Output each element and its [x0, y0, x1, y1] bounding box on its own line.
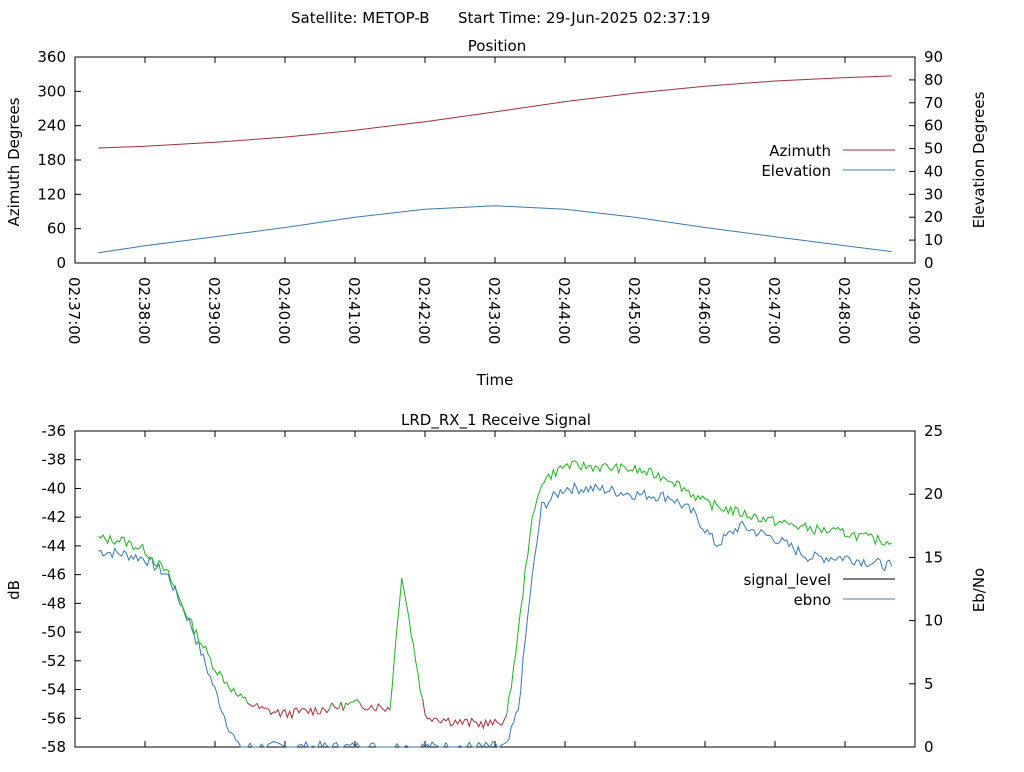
bottom-chart-series-signal-level-line-10	[347, 698, 361, 706]
bottom-chart-series-signal-level-line-3	[256, 703, 330, 720]
bottom-chart-ytick-label: -48	[42, 594, 67, 612]
bottom-chart-series-signal-level-line-11	[359, 702, 391, 712]
top-chart-xtick-label: 02:48:00	[835, 277, 853, 344]
top-chart-xtick-label: 02:42:00	[415, 277, 433, 344]
bottom-chart-series-signal-level-line-2	[254, 702, 258, 706]
top-chart-y2label: Elevation Degrees	[970, 91, 988, 228]
top-chart-y2tick-label: 30	[924, 185, 943, 203]
top-chart-xtick-label: 02:47:00	[765, 277, 783, 344]
top-chart-ytick-label: 120	[37, 185, 66, 203]
top-chart-y2tick-label: 70	[924, 94, 943, 112]
bottom-chart-series-signal-level-line-4	[328, 702, 333, 710]
top-chart-title: Position	[468, 37, 526, 55]
bottom-chart-series-signal-level-line-14	[506, 460, 892, 716]
top-chart-ylabel: Azimuth Degrees	[5, 97, 23, 226]
top-chart-ytick-label: 60	[47, 220, 66, 238]
bottom-chart-series-signal-level-line-1	[247, 702, 255, 707]
top-chart-legend-elevation-label: Elevation	[761, 162, 831, 180]
bottom-chart-frame	[74, 430, 916, 748]
top-chart-xtick-label: 02:40:00	[275, 277, 293, 344]
top-chart-ytick-label: 300	[37, 82, 66, 100]
header-start-time: Start Time: 29-Jun-2025 02:37:19	[458, 9, 710, 27]
top-chart-xtick-label: 02:38:00	[135, 277, 153, 344]
bottom-chart-title: LRD_RX_1 Receive Signal	[401, 411, 591, 430]
bottom-chart-ytick-label: -56	[42, 709, 67, 727]
top-chart-xtick-label: 02:45:00	[625, 277, 643, 344]
top-chart-xlabel: Time	[476, 371, 514, 389]
bottom-chart-ytick-label: -46	[42, 566, 67, 584]
top-chart-y2tick-label: 80	[924, 71, 943, 89]
bottom-chart-y2tick-label: 15	[924, 548, 943, 566]
top-chart-legend-azimuth-label: Azimuth	[769, 142, 831, 160]
top-chart-y2tick-label: 20	[924, 208, 943, 226]
top-chart-y2tick-label: 0	[924, 254, 934, 272]
top-chart-y2tick-label: 90	[924, 48, 943, 66]
bottom-chart-series-signal-level-line-0	[98, 534, 249, 704]
bottom-chart-y2tick-label: 10	[924, 612, 943, 630]
header-satellite: Satellite: METOP-B	[291, 9, 430, 27]
bottom-chart-ytick-label: -50	[42, 623, 67, 641]
top-chart-y2tick-label: 40	[924, 162, 943, 180]
bottom-chart-ytick-label: -58	[42, 738, 67, 756]
bottom-chart-series-signal-level-line-6	[338, 701, 342, 709]
bottom-chart-series-signal-level-line-9	[345, 702, 349, 706]
bottom-chart-series-signal-level-line-5	[331, 702, 339, 710]
top-chart-xtick-label: 02:49:00	[905, 277, 923, 344]
top-chart-xtick-label: 02:44:00	[555, 277, 573, 344]
bottom-chart-series-signal-level-line-7	[340, 701, 344, 711]
bottom-chart-legend-ebno-label: ebno	[794, 591, 831, 609]
bottom-chart-ytick-label: -36	[42, 422, 67, 440]
top-chart-frame	[74, 56, 916, 264]
chart-marks: 060120180240300360010203040506070809002:…	[37, 48, 943, 756]
top-chart-ytick-label: 0	[56, 254, 66, 272]
bottom-chart-ylabel: dB	[5, 580, 23, 600]
top-chart-series-azimuth-line	[98, 75, 892, 149]
bottom-chart-series-signal-level-line-12	[389, 578, 424, 710]
top-chart-ytick-label: 360	[37, 48, 66, 66]
top-chart-xtick-label: 02:41:00	[345, 277, 363, 344]
top-chart-ytick-label: 240	[37, 117, 66, 135]
top-chart-series-elevation-line	[98, 205, 892, 254]
bottom-chart-ytick-label: -54	[42, 681, 67, 699]
bottom-chart-y2label: Eb/No	[970, 568, 988, 612]
bottom-chart-ytick-label: -52	[42, 652, 67, 670]
top-chart-y2tick-label: 50	[924, 140, 943, 158]
bottom-chart-series-signal-level-line-8	[342, 703, 347, 711]
bottom-chart-series-signal-level-line-13	[422, 699, 508, 730]
top-chart-y2tick-label: 60	[924, 117, 943, 135]
bottom-chart-legend-signal-level-label: signal_level	[743, 571, 831, 590]
bottom-chart-y2tick-label: 20	[924, 485, 943, 503]
top-chart-xtick-label: 02:37:00	[65, 277, 83, 344]
bottom-chart-y2tick-label: 5	[924, 675, 934, 693]
bottom-chart-y2tick-label: 0	[924, 738, 934, 756]
bottom-chart-ytick-label: -42	[42, 508, 67, 526]
top-chart-xtick-label: 02:39:00	[205, 277, 223, 344]
bottom-chart-ytick-label: -38	[42, 451, 67, 469]
bottom-chart-ytick-label: -40	[42, 479, 67, 497]
top-chart-xtick-label: 02:46:00	[695, 277, 713, 344]
top-chart-ytick-label: 180	[37, 151, 66, 169]
top-chart-xtick-label: 02:43:00	[485, 277, 503, 344]
top-chart-y2tick-label: 10	[924, 231, 943, 249]
bottom-chart-y2tick-label: 25	[924, 422, 943, 440]
bottom-chart-series-ebno-line	[98, 481, 893, 749]
bottom-chart-ytick-label: -44	[42, 537, 67, 555]
